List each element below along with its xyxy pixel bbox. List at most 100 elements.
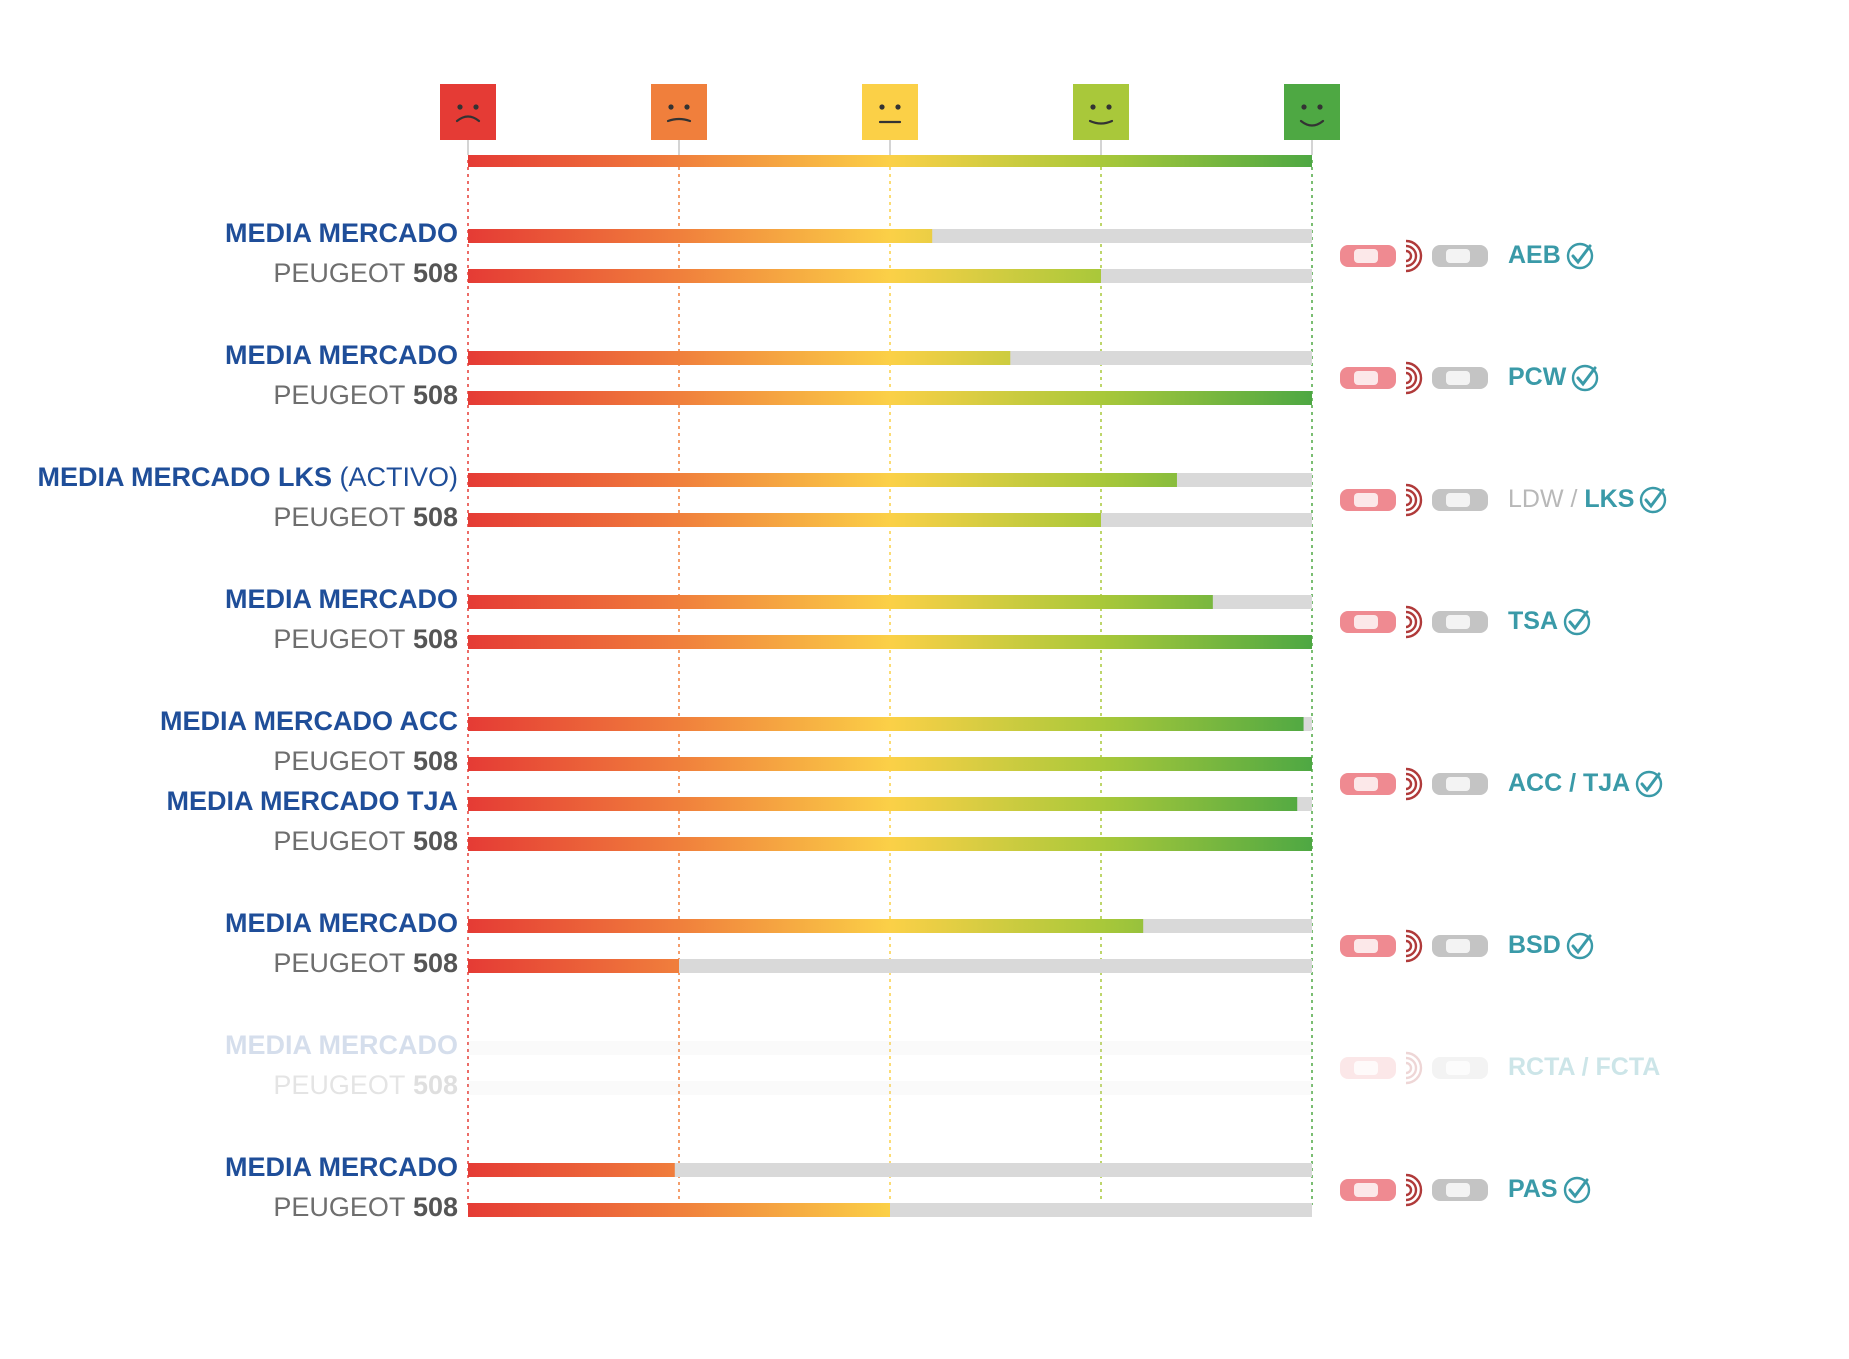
row-label-text: MEDIA MERCADO [225, 1152, 458, 1182]
feature-name: BSD [1508, 931, 1561, 959]
feature-label: PCW [1508, 363, 1600, 393]
signal-waves-icon [1405, 767, 1423, 801]
feature-label: ACC / TJA [1508, 769, 1664, 799]
row-label-text: PEUGEOT [273, 258, 406, 288]
car-icon [1340, 1179, 1396, 1201]
car-grey-icon [1432, 367, 1488, 389]
row-label-text: PEUGEOT [273, 746, 406, 776]
signal-waves-icon [1405, 929, 1423, 963]
row-label-text: MEDIA MERCADO LKS [37, 462, 333, 492]
car-grey-icon [1432, 489, 1488, 511]
check-circle-icon [1640, 487, 1667, 514]
market-average-bar [468, 595, 1213, 609]
feature-name: TSA [1508, 607, 1558, 635]
row-label-text: MEDIA MERCADO [225, 340, 458, 370]
row-label-text: PEUGEOT [273, 948, 406, 978]
car-grey-icon [1432, 1179, 1488, 1201]
feature-name: PCW [1508, 363, 1567, 391]
sad-face-icon [440, 84, 496, 155]
car-row-label: PEUGEOT 508 [273, 1070, 458, 1101]
check-circle-icon [1566, 243, 1593, 270]
row-label-text: PEUGEOT [273, 1192, 406, 1222]
market-row-label: MEDIA MERCADO LKS (ACTIVO) [38, 462, 459, 493]
car-bar [468, 513, 1101, 527]
car-bar [468, 959, 679, 973]
row-label-text: PEUGEOT [273, 826, 406, 856]
market-row-label: MEDIA MERCADO [225, 1030, 458, 1061]
car-grey-icon [1432, 245, 1488, 267]
car-icon [1340, 1057, 1396, 1079]
feature-icon-group [1340, 239, 1488, 273]
market-average-bar [468, 229, 933, 243]
row-label-suffix: 508 [405, 380, 458, 410]
check-circle-icon [1563, 609, 1591, 636]
scale-gradient-bar [468, 155, 1312, 167]
market-average-bar [468, 717, 1304, 731]
market-average-bar [468, 797, 1298, 811]
feature-name: ACC / TJA [1508, 769, 1631, 797]
car-row-label: PEUGEOT 508 [273, 826, 458, 857]
feature-label: BSD [1508, 931, 1595, 961]
row-label-text: MEDIA MERCADO [225, 1030, 458, 1060]
feature-label: PAS [1508, 1175, 1592, 1205]
feature-name: AEB [1508, 241, 1561, 269]
car-bar [468, 1203, 890, 1217]
feature-label: RCTA / FCTA [1508, 1053, 1660, 1082]
car-icon [1340, 611, 1396, 633]
signal-waves-icon [1405, 239, 1423, 273]
row-label-suffix: 508 [405, 1192, 458, 1222]
car-row-label: PEUGEOT 508 [273, 380, 458, 411]
car-icon [1340, 935, 1396, 957]
car-bar [468, 269, 1101, 283]
row-label-suffix: 508 [405, 746, 458, 776]
feature-label: AEB [1508, 241, 1595, 271]
market-row-label: MEDIA MERCADO [225, 218, 458, 249]
market-row-label: MEDIA MERCADO [225, 340, 458, 371]
feature-label: LDW / LKS [1508, 485, 1668, 515]
market-row-label: MEDIA MERCADO TJA [166, 786, 458, 817]
feature-name: LKS [1584, 485, 1635, 513]
scale-gridlines [467, 160, 1313, 1205]
row-label-text: PEUGEOT [273, 502, 406, 532]
car-row-label: PEUGEOT 508 [273, 746, 458, 777]
feature-label: TSA [1508, 607, 1592, 637]
check-circle-icon [1566, 933, 1593, 960]
row-label-text: PEUGEOT [273, 624, 406, 654]
scale-bar [468, 155, 1312, 167]
feature-name: PAS [1508, 1175, 1558, 1203]
rating-faces [440, 84, 1340, 155]
row-label-suffix: 508 [405, 502, 458, 532]
row-label-text: MEDIA MERCADO [225, 908, 458, 938]
market-row-label: MEDIA MERCADO ACC [160, 706, 458, 737]
car-row-label: PEUGEOT 508 [273, 258, 458, 289]
signal-waves-icon [1405, 605, 1423, 639]
car-icon [1340, 367, 1396, 389]
signal-waves-icon [1405, 483, 1423, 517]
feature-icon-group [1340, 605, 1488, 639]
feature-icon-group [1340, 767, 1488, 801]
row-label-suffix: 508 [405, 826, 458, 856]
signal-waves-icon [1405, 1051, 1423, 1085]
feature-icons [1340, 239, 1488, 1207]
car-icon [1340, 489, 1396, 511]
check-circle-icon [1572, 365, 1599, 392]
row-label-suffix: 508 [405, 1070, 458, 1100]
car-row-label: PEUGEOT 508 [273, 502, 458, 533]
row-label-text: MEDIA MERCADO ACC [160, 706, 458, 736]
row-label-suffix: 508 [405, 624, 458, 654]
neutral-face-icon [862, 84, 918, 155]
row-label-text: MEDIA MERCADO TJA [166, 786, 458, 816]
signal-waves-icon [1405, 1173, 1423, 1207]
market-row-label: MEDIA MERCADO [225, 1152, 458, 1183]
bar-track [468, 1081, 1312, 1095]
car-grey-icon [1432, 773, 1488, 795]
feature-icon-group [1340, 929, 1488, 963]
market-average-bar [468, 351, 1011, 365]
row-label-text: MEDIA MERCADO [225, 218, 458, 248]
feature-icon-group [1340, 361, 1488, 395]
car-grey-icon [1432, 935, 1488, 957]
market-average-bar [468, 1163, 675, 1177]
market-row-label: MEDIA MERCADO [225, 584, 458, 615]
